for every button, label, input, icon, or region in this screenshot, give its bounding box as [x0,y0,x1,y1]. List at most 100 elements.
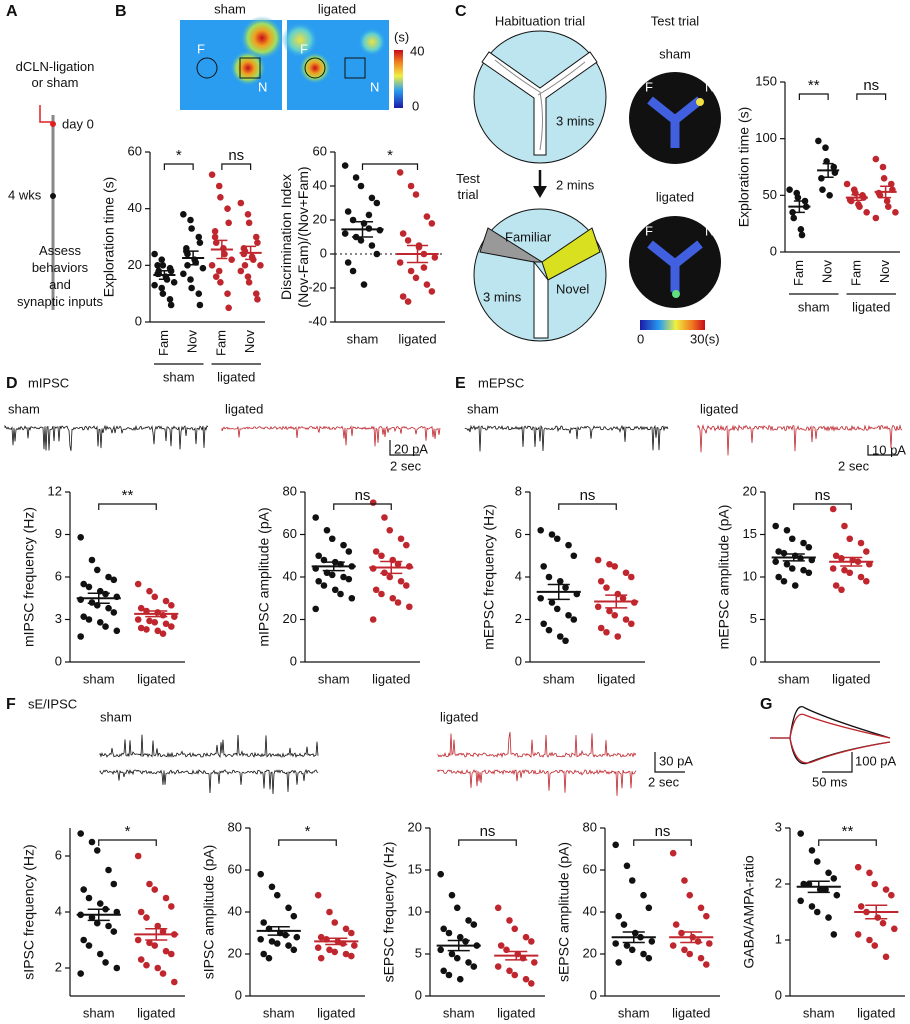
error-bar [267,925,290,936]
data-point [208,171,216,178]
y-tick-label: 6 [55,847,62,862]
significance-bracket [221,163,252,170]
data-point [257,870,264,878]
data-point [110,880,118,888]
data-point [167,267,175,275]
data-point [237,267,245,275]
data-point [857,539,865,547]
data-point [791,582,799,589]
data-point [386,526,394,534]
data-point [620,921,628,928]
y-axis-label: sEPSC frequency (Hz) [381,842,397,983]
data-point [378,590,385,598]
y-axis-label: Discrimination Index(Nov-Fam)/(Nov+Fam) [278,166,311,307]
trace [437,768,637,796]
data-point [110,609,118,616]
x-tick-label: Nov [242,330,257,354]
data-point [808,847,816,854]
dot [50,121,56,127]
data-point [511,971,519,979]
y-tick-label: 60 [128,143,142,158]
data-point [825,914,832,921]
data-point [830,931,838,938]
data-point [397,535,405,543]
data-point [290,912,298,920]
data-point [797,897,804,905]
data-point [348,929,355,937]
data-point [341,230,349,237]
label: sE/IPSC [28,696,77,711]
data-point [337,590,344,598]
y-tick-label: 40 [583,903,597,918]
label: 4 wks [8,187,42,202]
data-point [775,573,782,581]
data-point [829,565,837,572]
data-point [497,942,505,949]
panel-g: G 100 pA 50 ms [760,696,897,789]
data-point [628,573,635,581]
data-point [331,919,339,926]
data-point [631,929,639,937]
data-point [445,971,453,979]
data-point [797,830,804,837]
data-point [244,273,252,280]
data-point [622,569,630,577]
data-point [863,577,870,585]
data-point [841,522,848,530]
data-point [437,870,444,878]
arrow-head [533,186,547,198]
error-bar [793,200,805,214]
data-point [406,603,413,611]
panel-f: F sE/IPSC sham ligated 30 pA 2 sec [6,696,693,789]
data-point [407,267,415,275]
ligation-mark [39,105,53,123]
data-point [884,203,892,210]
label: 2 mins [556,177,595,192]
data-point [88,838,96,846]
data-point [838,555,845,562]
data-point [528,980,535,987]
data-point [215,267,223,275]
data-point [611,611,619,619]
data-point [151,250,158,258]
data-point [428,220,436,227]
y-tick-label: 12 [48,483,62,498]
data-point [268,938,276,945]
label: mEPSC [478,375,524,390]
data-point [195,290,203,297]
data-point [623,942,631,949]
data-point [187,276,194,283]
data-point [368,194,376,202]
y-tick-label: 6 [515,526,522,541]
x-tick-label: Nov [877,260,892,284]
label: dCLN-ligation or sham [16,59,95,90]
data-point [789,209,796,216]
data-point [565,611,572,619]
data-point [158,256,166,263]
significance-label: ** [842,823,854,840]
y-tick-label: 0 [770,243,777,258]
data-point [808,903,816,910]
data-point [800,539,807,547]
data-point [378,552,385,560]
data-point [105,573,112,581]
data-point [846,569,854,577]
data-point [805,880,813,888]
data-point [93,566,101,574]
y-axis-label: mIPSC frequency (Hz) [21,507,37,647]
y-tick-label: 100 [755,130,777,145]
data-point [786,186,793,193]
data-point [171,978,178,986]
data-point [819,186,826,193]
data-point [882,886,890,893]
data-point [273,891,281,899]
data-point [775,548,782,555]
data-point [420,264,428,271]
data-point [783,526,791,534]
error-bar [840,556,863,567]
data-point [854,863,862,871]
data-point [394,599,402,606]
data-point [162,597,170,605]
trace [464,424,669,452]
error-bar [351,220,374,238]
